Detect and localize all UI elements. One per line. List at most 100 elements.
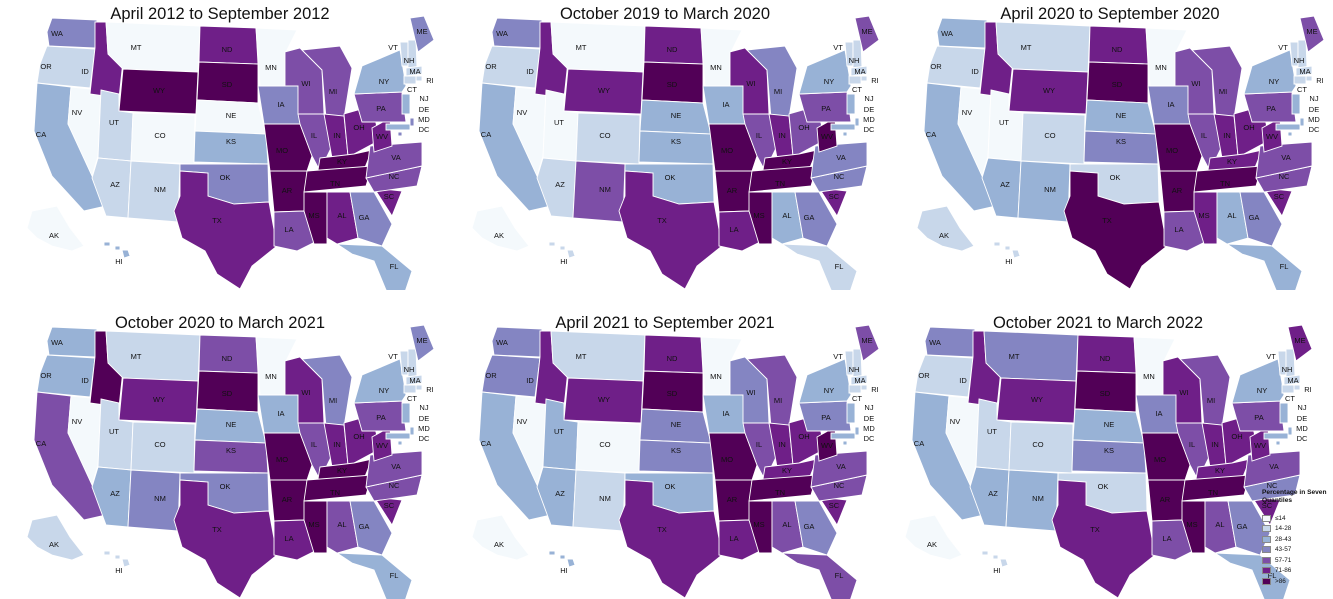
state-label-mo: MO [1154,455,1166,464]
state-label-ma: MA [1287,376,1298,385]
state-label-ma: MA [1299,67,1310,76]
state-ga [349,500,393,556]
state-label-nm: NM [154,185,166,194]
state-ct [848,384,862,394]
state-label-al: AL [337,211,346,220]
state-label-id: ID [81,67,89,76]
state-hi [548,550,576,568]
state-ga [349,191,393,247]
map-title: October 2019 to March 2020 [559,5,771,23]
state-label-va: VA [391,153,400,162]
state-label-ca: CA [481,130,491,139]
state-label-nh: NH [404,365,415,374]
legend-label: 43-57 [1275,546,1292,554]
state-tx [173,170,278,290]
state-label-ri: RI [871,76,879,85]
state-label-nj: NJ [1297,403,1306,412]
state-dc [397,440,403,446]
state-label-ut: UT [554,427,564,436]
state-ga [794,191,838,247]
state-label-ga: GA [804,213,815,222]
map-title: October 2020 to March 2021 [114,314,326,332]
state-label-sc: SC [829,501,840,510]
state-label-ct: CT [852,394,862,403]
state-label-md: MD [1296,424,1308,433]
state-az [969,466,1010,528]
state-label-co: CO [1044,131,1055,140]
state-label-fl: FL [1280,262,1289,271]
state-label-wa: WA [929,338,941,347]
state-label-pa: PA [376,104,385,113]
state-label-hi: HI [1005,257,1013,266]
state-az [91,466,132,528]
state-label-or: OR [918,371,930,380]
state-md [385,432,411,440]
state-label-me: ME [861,27,872,36]
state-ak [26,205,85,252]
state-label-nj: NJ [864,94,873,103]
state-ri [1293,384,1301,391]
state-wa [491,17,543,49]
state-label-mo: MO [1166,146,1178,155]
state-de [854,117,860,127]
state-label-ma: MA [409,376,420,385]
state-label-md: MD [863,115,875,124]
state-label-ms: MS [1186,520,1197,529]
state-md [830,432,856,440]
state-label-pa: PA [1266,104,1275,113]
legend-entries: ≤14 14-28 28-43 43-57 57-71 71-86 >86 [1262,513,1332,587]
state-or [926,45,986,89]
state-ks [193,439,269,474]
state-label-wy: WY [598,86,610,95]
state-label-id: ID [959,376,967,385]
state-label-mn: MN [710,63,722,72]
state-label-md: MD [418,115,430,124]
legend-title: Percentage in Seven Quantiles [1262,489,1327,504]
state-label-me: ME [416,27,427,36]
state-label-tn: TN [775,179,785,188]
state-label-hi: HI [115,566,123,575]
state-label-la: LA [284,534,293,543]
state-ak [916,205,975,252]
state-label-nv: NV [517,417,527,426]
state-mt [105,330,201,382]
legend-swatch [1262,567,1271,575]
state-label-mt: MT [131,43,142,52]
state-label-ny: NY [824,386,834,395]
state-me [854,324,880,362]
state-dc [1275,440,1281,446]
state-tn [1181,474,1251,502]
state-label-ny: NY [379,386,389,395]
state-label-or: OR [40,371,52,380]
legend-swatch [1262,514,1271,522]
state-label-dc: DC [1309,125,1320,134]
state-md [385,123,411,131]
state-ny [353,49,407,95]
state-label-sd: SD [222,389,233,398]
state-va [810,450,868,488]
state-label-ut: UT [554,118,564,127]
map-panel: April 2012 to September 2012 WA OR CA NV ID M… [2,0,438,290]
state-label-wy: WY [153,395,165,404]
state-label-ky: KY [1227,157,1237,166]
state-label-ky: KY [337,157,347,166]
state-la [718,519,763,561]
legend-entry: 43-57 [1262,544,1332,555]
state-label-ca: CA [36,130,46,139]
state-va [1243,450,1301,488]
state-va [365,141,423,179]
state-label-wa: WA [51,29,63,38]
state-label-mo: MO [276,455,288,464]
us-choropleth-map: WA OR CA NV ID MT WY UT CO AZ NM ND SD NE KS OK TX MN IA MO… [471,15,880,290]
map-legend: Percentage in Seven Quantiles ≤14 14-28 28… [1262,489,1332,586]
legend-entry: 28-43 [1262,534,1332,545]
state-label-or: OR [930,62,942,71]
state-ct [848,75,862,85]
state-label-ga: GA [359,522,370,531]
state-mo [708,123,758,172]
state-label-nj: NJ [419,403,428,412]
state-label-nc: NC [1267,481,1278,490]
state-label-nc: NC [1279,172,1290,181]
state-label-ny: NY [379,77,389,86]
state-label-oh: OH [1231,432,1242,441]
